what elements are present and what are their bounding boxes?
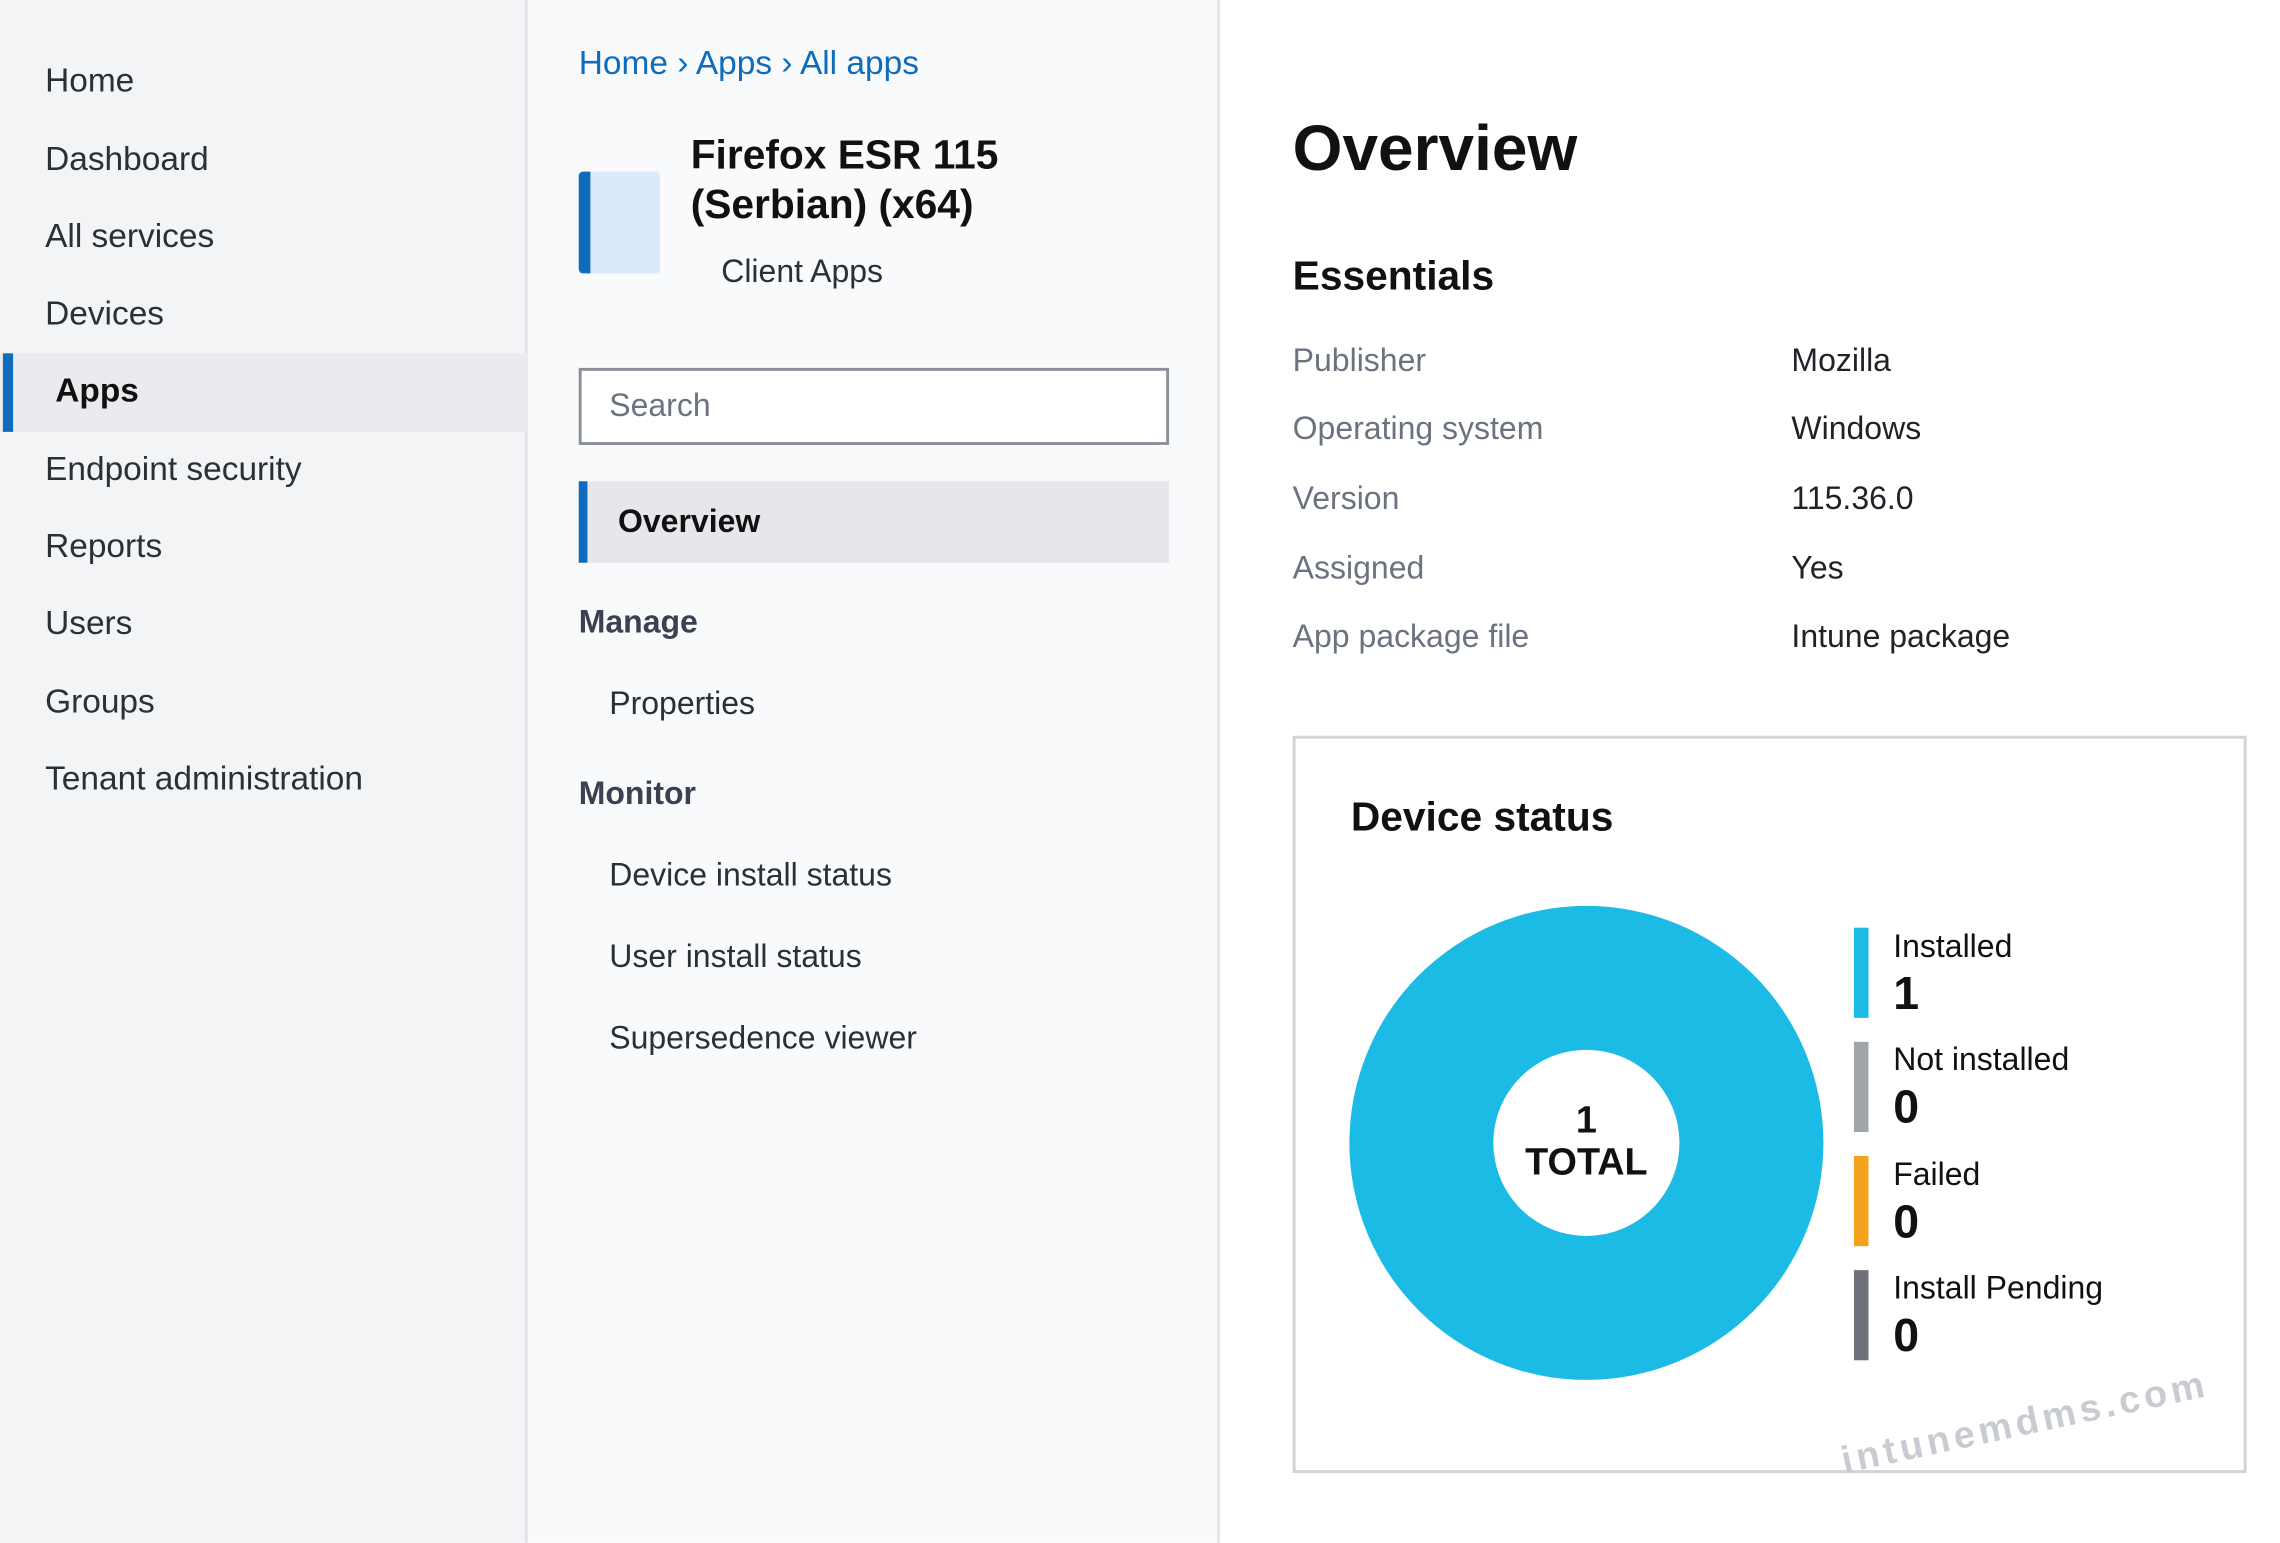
menu-heading: Monitor (578, 774, 697, 812)
nav-item[interactable]: Devices (45, 293, 165, 332)
page-title: Overview (1292, 112, 1578, 185)
app-subtitle: Client Apps (721, 252, 884, 290)
essentials-value: Yes (1791, 549, 1844, 586)
essentials-value: Intune package (1791, 618, 2011, 655)
essentials-value: Mozilla (1791, 341, 1891, 378)
essentials-label: Publisher (1292, 341, 1427, 378)
menu-item[interactable]: Overview (617, 502, 761, 540)
legend-label: Failed (1893, 1155, 1981, 1193)
essentials-value: Windows (1791, 410, 1922, 447)
breadcrumb-link[interactable]: Home (578, 43, 668, 82)
nav-active-bg (0, 353, 528, 432)
search-placeholder[interactable]: Search (609, 386, 711, 423)
left-nav (0, 0, 528, 1543)
essentials-label: Version (1292, 479, 1400, 517)
breadcrumb-link[interactable]: Apps (695, 43, 773, 82)
nav-item[interactable]: Users (45, 603, 133, 642)
menu-item[interactable]: Supersedence viewer (609, 1019, 917, 1056)
legend-label: Installed (1893, 927, 2013, 964)
donut-total: 1 (1576, 1100, 1597, 1142)
app-title: Firefox ESR 115 (Serbian) (x64) (690, 132, 999, 227)
chart-title: Device status (1350, 794, 1614, 840)
breadcrumb-separator: › (772, 43, 800, 82)
nav-item[interactable]: Dashboard (45, 138, 209, 177)
legend-value: 0 (1893, 1194, 1920, 1248)
essentials-label: App package file (1292, 618, 1530, 655)
breadcrumb: Home › Apps › All apps (579, 42, 919, 83)
nav-item[interactable]: Home (45, 61, 135, 100)
menu-item[interactable]: Properties (609, 684, 756, 721)
essentials-label: Operating system (1292, 410, 1544, 447)
menu-item[interactable]: Device install status (609, 856, 892, 893)
breadcrumb-link[interactable]: All apps (799, 43, 919, 82)
menu-active-bg (578, 481, 1170, 563)
app-icon (578, 171, 661, 274)
legend-value: 0 (1893, 1309, 1920, 1362)
nav-item[interactable]: All services (45, 216, 215, 255)
legend-value: 0 (1893, 1080, 1920, 1134)
nav-active-bar (2, 353, 14, 432)
legend-swatch (1853, 1041, 1869, 1133)
nav-item[interactable]: Groups (45, 681, 155, 720)
donut-segment (1349, 905, 1824, 1380)
app-icon-bar (578, 171, 591, 274)
menu-active-bar (578, 481, 588, 563)
legend-label: Install Pending (1893, 1269, 2104, 1307)
nav-item[interactable]: Tenant administration (45, 758, 363, 797)
breadcrumb-separator: › (667, 43, 696, 82)
essentials-label: Assigned (1292, 549, 1425, 586)
legend-swatch (1853, 927, 1869, 1018)
nav-item[interactable]: Endpoint security (45, 448, 302, 487)
section-heading: Essentials (1292, 253, 1495, 299)
legend-label: Not installed (1893, 1041, 2070, 1078)
legend-value: 1 (1893, 966, 1920, 1020)
legend-swatch (1853, 1270, 1869, 1361)
search-box[interactable] (578, 367, 1170, 445)
legend-swatch (1853, 1155, 1869, 1247)
menu-item[interactable]: User install status (609, 937, 862, 974)
chart-card (1292, 735, 2247, 1473)
menu-heading: Manage (578, 603, 698, 640)
nav-item[interactable]: Apps (55, 371, 139, 410)
donut-total-label: TOTAL (1525, 1142, 1647, 1184)
nav-item[interactable]: Reports (45, 526, 163, 565)
essentials-value: 115.36.0 (1791, 479, 1914, 517)
